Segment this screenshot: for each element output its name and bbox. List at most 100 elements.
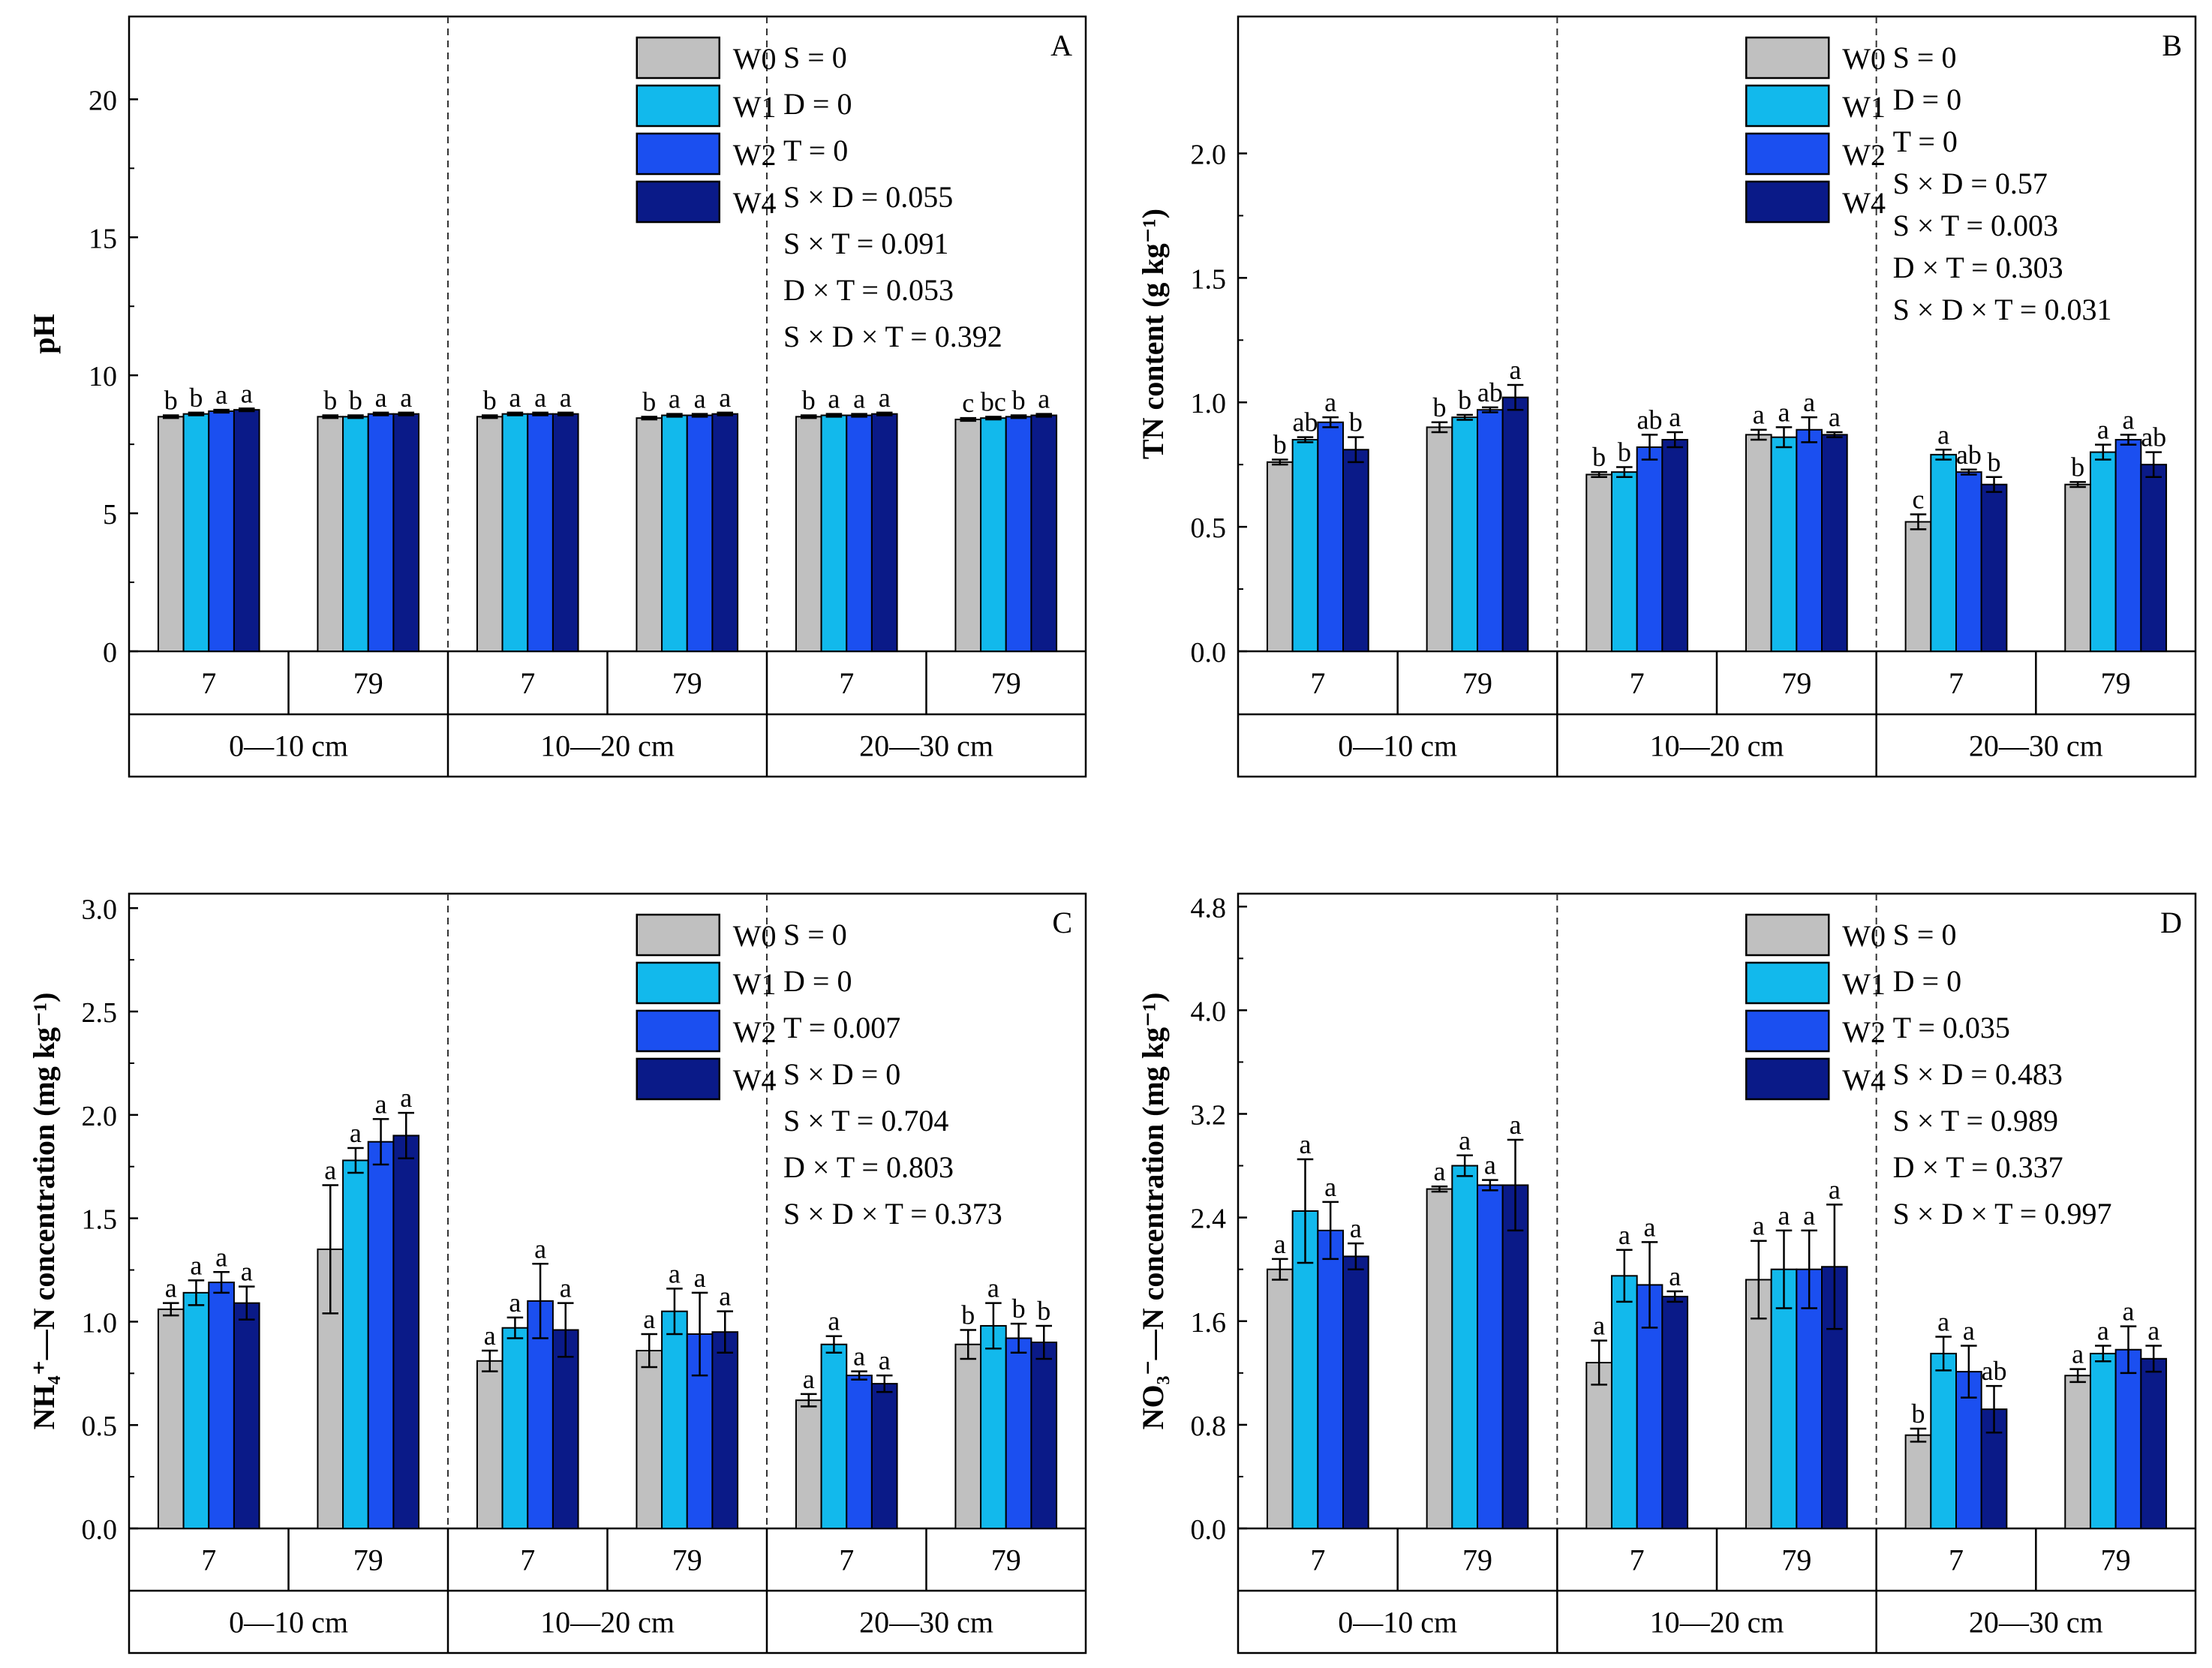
bar-w1 xyxy=(1610,471,1638,652)
significance-letter: b xyxy=(1458,385,1471,415)
significance-letter: a xyxy=(534,1234,546,1264)
bar-w0 xyxy=(636,1350,663,1529)
stat-line: T = 0 xyxy=(783,134,848,167)
significance-letter: a xyxy=(1963,1316,1975,1346)
y-axis-label: NH₄⁺—N concentration (mg kg⁻¹) xyxy=(27,993,61,1430)
legend-label: W4 xyxy=(733,186,777,220)
significance-letter: b xyxy=(1037,1296,1050,1326)
depth-label: 10—20 cm xyxy=(540,729,675,763)
bar-w2 xyxy=(846,414,873,652)
bar-w4 xyxy=(1821,434,1848,652)
bar-w4 xyxy=(711,413,739,652)
time-label: 7 xyxy=(520,666,535,700)
significance-letter: a xyxy=(1803,387,1815,417)
significance-letter: b xyxy=(1349,407,1363,437)
significance-letter: bc xyxy=(981,386,1006,416)
time-label: 79 xyxy=(1462,666,1492,700)
bar-w0 xyxy=(1426,426,1453,652)
legend-swatch-w0 xyxy=(1745,913,1830,957)
stat-line: S × D × T = 0.373 xyxy=(783,1197,1002,1231)
depth-label: 10—20 cm xyxy=(1650,729,1784,763)
bar-w0 xyxy=(1585,473,1612,653)
bar-w4 xyxy=(551,1329,579,1529)
significance-letter: a xyxy=(719,1282,731,1312)
bar-w4 xyxy=(870,1383,898,1529)
time-label: 79 xyxy=(353,1543,383,1577)
bar-w0 xyxy=(1266,461,1294,652)
time-label: 79 xyxy=(2101,666,2131,700)
legend-label: W0 xyxy=(1842,42,1886,76)
time-label: 7 xyxy=(520,1543,535,1577)
bar-w1 xyxy=(2089,451,2117,653)
significance-letter: a xyxy=(1618,1220,1630,1250)
significance-letter: a xyxy=(375,1089,387,1119)
bar-w4 xyxy=(1501,1184,1529,1529)
bar-w2 xyxy=(367,1141,395,1530)
time-label: 7 xyxy=(201,1543,216,1577)
y-tick-label: 1.5 xyxy=(82,1204,118,1236)
y-tick-label: 2.5 xyxy=(82,997,118,1029)
legend-swatch-w4 xyxy=(1745,1057,1830,1101)
bar-w2 xyxy=(367,413,395,652)
significance-letter: a xyxy=(1644,1212,1656,1242)
legend-label: W1 xyxy=(733,967,777,1001)
significance-letter: a xyxy=(987,1273,999,1303)
y-tick-label: 20 xyxy=(89,85,117,116)
significance-letter: a xyxy=(1433,1156,1445,1186)
significance-letter: a xyxy=(643,1304,655,1334)
y-tick-label: 4.0 xyxy=(1191,996,1227,1027)
legend-label: W1 xyxy=(1842,90,1886,124)
significance-letter: a xyxy=(1829,1174,1841,1204)
significance-letter: a xyxy=(2072,1339,2084,1369)
bar-w2 xyxy=(1317,1229,1345,1529)
bar-w1 xyxy=(1291,439,1319,652)
significance-letter: a xyxy=(669,384,681,414)
bar-w1 xyxy=(182,1291,210,1530)
bar-w1 xyxy=(661,1310,688,1530)
significance-letter: a xyxy=(509,1288,521,1318)
significance-letter: a xyxy=(1778,1201,1790,1231)
legend-swatch-w4 xyxy=(1745,180,1830,224)
depth-label: 20—30 cm xyxy=(1969,1606,2103,1639)
y-tick-label: 2.0 xyxy=(82,1101,118,1132)
significance-letter: a xyxy=(2097,415,2109,445)
significance-letter: b xyxy=(1432,392,1446,422)
stat-line: S × D = 0.055 xyxy=(783,180,953,214)
significance-letter: a xyxy=(1274,1229,1286,1259)
legend-label: W4 xyxy=(733,1063,777,1097)
depth-label: 20—30 cm xyxy=(1969,729,2103,763)
bar-w1 xyxy=(342,416,369,652)
significance-letter: ab xyxy=(1956,440,1982,470)
stat-line: T = 0.007 xyxy=(783,1011,900,1044)
significance-letter: a xyxy=(879,383,891,413)
stat-line: S × T = 0.003 xyxy=(1893,209,2058,242)
panel-d: 0.0 0.8 1.6 2.4 3.2 4.0 4.8 NO₃⁻—N concentratio… xyxy=(1136,892,2197,1654)
bar-w0 xyxy=(476,1360,503,1530)
significance-letter: b xyxy=(1988,447,2001,477)
panel-letter: C xyxy=(1052,906,1072,939)
bar-w0 xyxy=(1426,1188,1453,1529)
time-label: 79 xyxy=(1781,666,1811,700)
significance-letter: a xyxy=(215,380,227,410)
significance-letter: a xyxy=(1778,397,1790,427)
bar-w0 xyxy=(795,416,822,652)
bar-w4 xyxy=(711,1331,739,1530)
bar-w1 xyxy=(501,1327,529,1529)
significance-letter: a xyxy=(1484,1150,1496,1180)
legend-swatch-w2 xyxy=(636,132,720,176)
significance-letter: a xyxy=(215,1242,227,1272)
time-label: 7 xyxy=(1630,1543,1645,1577)
panel-b: 0.00.51.01.52.0TN content (g kg⁻¹)7 790—1… xyxy=(1136,15,2197,778)
bar-w2 xyxy=(527,413,554,652)
bar-w1 xyxy=(1451,1165,1478,1529)
bar-w4 xyxy=(392,413,420,652)
significance-letter: b xyxy=(1618,437,1631,467)
bar-w0 xyxy=(636,417,663,652)
depth-label: 0—10 cm xyxy=(1338,1606,1457,1639)
significance-letter: ab xyxy=(1477,377,1503,407)
stat-line: D = 0 xyxy=(783,964,852,998)
significance-letter: a xyxy=(1038,384,1050,414)
bar-w2 xyxy=(1317,421,1345,653)
bar-w0 xyxy=(954,419,982,652)
